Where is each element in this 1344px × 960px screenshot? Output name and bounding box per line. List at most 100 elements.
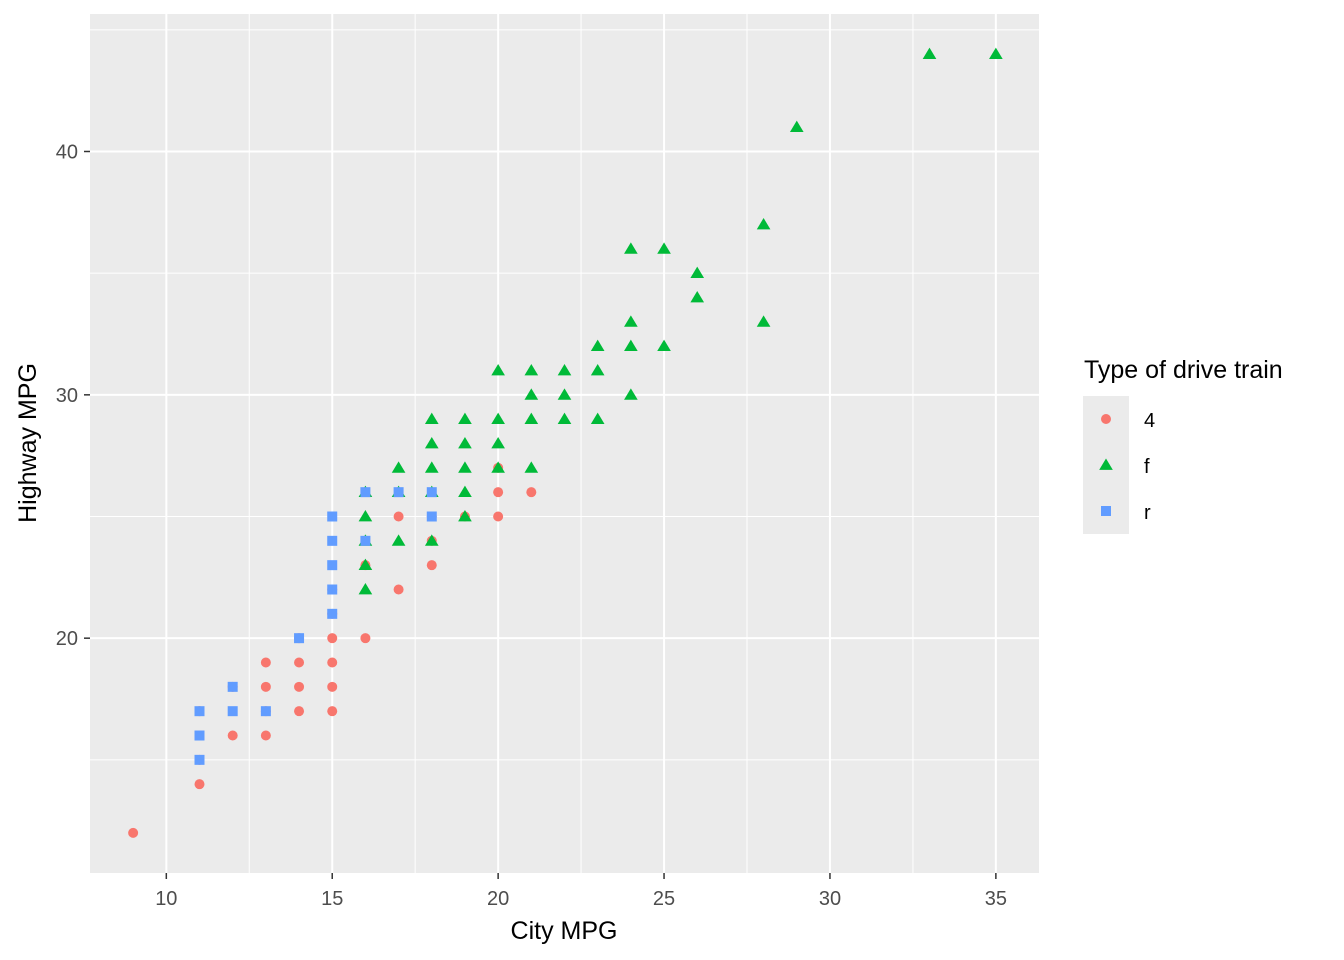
data-point-4 — [526, 487, 537, 498]
data-point-f — [524, 461, 539, 473]
x-tick-label: 30 — [819, 888, 841, 910]
data-point-f — [690, 266, 705, 279]
data-point-f — [756, 315, 771, 327]
data-point-r — [360, 535, 371, 546]
data-point-f — [624, 315, 638, 327]
legend-label-r: r — [1144, 502, 1151, 524]
data-point-4 — [294, 706, 305, 717]
data-point-r — [227, 681, 238, 692]
data-point-4 — [393, 584, 404, 595]
data-point-f — [557, 363, 572, 376]
data-point-r — [327, 584, 338, 595]
data-point-f — [358, 510, 373, 522]
data-point-f — [756, 217, 771, 230]
data-point-f — [624, 339, 638, 352]
data-point-f — [590, 339, 605, 352]
data-point-f — [989, 47, 1003, 60]
data-point-4 — [493, 511, 504, 522]
data-point-4 — [360, 633, 371, 644]
series-f — [358, 47, 1003, 595]
data-point-f — [458, 510, 472, 522]
data-point-f — [624, 388, 638, 400]
data-point-f — [557, 412, 572, 425]
x-tick-label: 10 — [155, 888, 177, 910]
data-point-f — [524, 388, 539, 400]
x-tick-label: 25 — [653, 888, 675, 910]
data-point-r — [227, 706, 238, 717]
x-tick-label: 15 — [321, 888, 343, 910]
data-point-4 — [294, 681, 305, 692]
data-point-4 — [426, 560, 437, 571]
data-point-f — [690, 290, 705, 303]
data-point-4 — [327, 633, 338, 644]
data-point-f — [789, 120, 804, 133]
legend-key-4 — [1101, 414, 1111, 424]
legend: Type of drive train 4 f r — [1083, 356, 1283, 534]
data-point-f — [524, 412, 539, 425]
data-point-r — [327, 608, 338, 619]
data-point-r — [327, 511, 338, 522]
data-point-f — [458, 437, 472, 449]
x-axis: 10 15 20 25 30 35 — [155, 873, 1007, 910]
x-tick-label: 20 — [487, 888, 509, 910]
data-point-f — [424, 437, 439, 449]
data-point-f — [657, 242, 671, 254]
minor-gridlines — [90, 14, 1039, 873]
data-point-f — [491, 363, 505, 376]
data-point-r — [327, 560, 338, 571]
data-point-4 — [194, 779, 205, 790]
data-point-f — [922, 47, 937, 60]
data-point-f — [458, 461, 472, 473]
data-point-r — [260, 706, 271, 717]
y-tick-label: 20 — [56, 628, 78, 650]
data-point-f — [424, 534, 439, 546]
data-point-f — [590, 412, 605, 425]
legend-key-f — [1099, 458, 1113, 470]
data-point-f — [491, 412, 505, 425]
data-point-f — [624, 242, 638, 254]
data-point-r — [360, 487, 371, 498]
data-points — [128, 47, 1003, 838]
data-point-4 — [294, 657, 305, 668]
data-point-f — [424, 461, 439, 473]
panel-background — [90, 14, 1039, 873]
series-r — [194, 487, 437, 765]
legend-label-4: 4 — [1144, 410, 1155, 432]
data-point-f — [491, 461, 505, 473]
y-axis-title: Highway MPG — [14, 363, 42, 523]
data-point-f — [590, 363, 605, 376]
data-point-4 — [128, 827, 139, 838]
data-point-4 — [327, 706, 338, 717]
data-point-4 — [227, 730, 238, 741]
data-point-f — [557, 388, 572, 400]
data-point-r — [194, 754, 205, 765]
data-point-4 — [260, 681, 271, 692]
data-point-f — [458, 485, 472, 498]
y-tick-label: 30 — [56, 385, 78, 407]
data-point-4 — [393, 511, 404, 522]
data-point-f — [391, 534, 406, 546]
data-point-r — [327, 535, 338, 546]
x-tick-label: 35 — [985, 888, 1007, 910]
data-point-r — [426, 511, 437, 522]
data-point-4 — [493, 487, 504, 498]
data-point-r — [393, 487, 404, 498]
data-point-4 — [327, 681, 338, 692]
data-point-f — [424, 412, 439, 425]
data-point-f — [458, 412, 472, 425]
data-point-4 — [327, 657, 338, 668]
data-point-r — [194, 706, 205, 717]
data-point-f — [358, 583, 373, 595]
data-point-f — [391, 461, 406, 473]
data-point-r — [426, 487, 437, 498]
legend-key-r — [1101, 506, 1111, 516]
data-point-f — [524, 363, 539, 376]
data-point-r — [194, 730, 205, 741]
data-point-r — [294, 633, 305, 644]
data-point-4 — [260, 657, 271, 668]
legend-title: Type of drive train — [1084, 356, 1283, 384]
data-point-f — [358, 558, 373, 571]
data-point-4 — [260, 730, 271, 741]
x-axis-title: City MPG — [511, 917, 618, 945]
